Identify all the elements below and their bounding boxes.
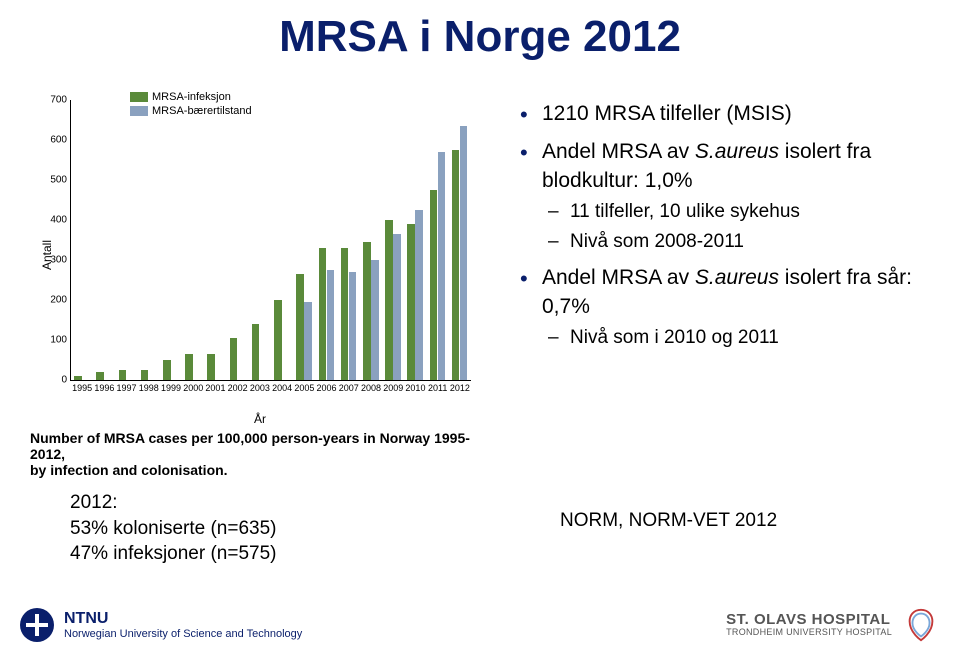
stolav-name: ST. OLAVS HOSPITAL bbox=[726, 612, 892, 629]
y-tick: 300 bbox=[37, 255, 71, 266]
chart-bar bbox=[185, 354, 193, 380]
x-tick: 1997 bbox=[117, 383, 137, 393]
ntnu-sub: Norwegian University of Science and Tech… bbox=[64, 628, 302, 640]
x-tick: 2012 bbox=[450, 383, 470, 393]
x-tick: 1995 bbox=[72, 383, 92, 393]
bullet-subitem: Nivå som 2008-2011 bbox=[542, 229, 940, 255]
bullet-item: 1210 MRSA tilfeller (MSIS) bbox=[520, 100, 940, 128]
left-note-l2: 53% koloniserte (n=635) bbox=[70, 516, 277, 542]
x-tick: 2005 bbox=[294, 383, 314, 393]
x-tick: 2011 bbox=[428, 383, 447, 393]
chart-bar bbox=[452, 150, 460, 380]
chart-bar bbox=[119, 370, 127, 380]
chart-bar bbox=[319, 248, 327, 380]
bullet-item: Andel MRSA av S.aureus isolert fra blodk… bbox=[520, 138, 940, 254]
y-tick: 400 bbox=[37, 215, 71, 226]
chart-bar bbox=[363, 242, 371, 380]
x-tick: 2010 bbox=[405, 383, 425, 393]
chart-bar bbox=[296, 274, 304, 380]
chart-bar bbox=[141, 370, 149, 380]
x-tick: 1998 bbox=[139, 383, 159, 393]
bullet-subitem: 11 tilfeller, 10 ulike sykehus bbox=[542, 199, 940, 225]
chart-bar bbox=[460, 126, 468, 380]
y-tick: 700 bbox=[37, 95, 71, 106]
chart-bar bbox=[385, 220, 393, 380]
bullet-item: Andel MRSA av S.aureus isolert fra sår: … bbox=[520, 264, 940, 350]
chart-bar bbox=[163, 360, 171, 380]
bullet-text: Andel MRSA av S.aureus isolert fra blodk… bbox=[542, 140, 871, 191]
x-tick: 1996 bbox=[94, 383, 114, 393]
chart-bar bbox=[349, 272, 357, 380]
x-tick: 2008 bbox=[361, 383, 381, 393]
stolav-icon bbox=[902, 606, 940, 644]
bullet-text: 1210 MRSA tilfeller (MSIS) bbox=[542, 102, 792, 125]
y-tick: 500 bbox=[37, 175, 71, 186]
chart-bar bbox=[96, 372, 104, 380]
chart-bar bbox=[415, 210, 423, 380]
ntnu-icon bbox=[20, 608, 54, 642]
ntnu-name: NTNU bbox=[64, 610, 302, 628]
reference-text: NORM, NORM-VET 2012 bbox=[560, 510, 777, 532]
ntnu-logo-block: NTNU Norwegian University of Science and… bbox=[20, 608, 302, 642]
bullet-text: Andel MRSA av S.aureus isolert fra sår: … bbox=[542, 266, 912, 317]
x-tick: 2000 bbox=[183, 383, 203, 393]
chart-bar bbox=[274, 300, 282, 380]
y-tick: 100 bbox=[37, 335, 71, 346]
bullet-subitem: Nivå som i 2010 og 2011 bbox=[542, 325, 940, 351]
chart-bar bbox=[430, 190, 438, 380]
chart-caption-line2: by infection and colonisation. bbox=[30, 462, 480, 478]
left-note-l3: 47% infeksjoner (n=575) bbox=[70, 541, 277, 567]
chart-bar bbox=[304, 302, 312, 380]
y-tick: 0 bbox=[37, 375, 71, 386]
x-tick: 2009 bbox=[383, 383, 403, 393]
bullet-list: 1210 MRSA tilfeller (MSIS) Andel MRSA av … bbox=[520, 100, 940, 361]
x-tick: 2006 bbox=[317, 383, 337, 393]
chart-caption: Number of MRSA cases per 100,000 person-… bbox=[30, 430, 480, 478]
left-note: 2012: 53% koloniserte (n=635) 47% infeks… bbox=[70, 490, 277, 567]
x-tick: 2002 bbox=[228, 383, 248, 393]
mrsa-chart: Antall MRSA-infeksjonMRSA-bærertilstand … bbox=[30, 90, 490, 420]
chart-bar bbox=[407, 224, 415, 380]
y-tick: 200 bbox=[37, 295, 71, 306]
chart-bar bbox=[371, 260, 379, 380]
chart-bar bbox=[393, 234, 401, 380]
x-tick: 2007 bbox=[339, 383, 359, 393]
chart-bar bbox=[207, 354, 215, 380]
x-tick: 1999 bbox=[161, 383, 181, 393]
chart-bar bbox=[230, 338, 238, 380]
slide-title: MRSA i Norge 2012 bbox=[279, 12, 681, 62]
x-tick: 2004 bbox=[272, 383, 292, 393]
chart-bar bbox=[438, 152, 446, 380]
y-tick: 600 bbox=[37, 135, 71, 146]
x-tick: 2003 bbox=[250, 383, 270, 393]
stolav-logo-block: ST. OLAVS HOSPITAL TRONDHEIM UNIVERSITY … bbox=[726, 606, 940, 644]
chart-plot-area: 0100200300400500600700199519961997199819… bbox=[70, 100, 471, 381]
chart-bar bbox=[341, 248, 349, 380]
x-tick: 2001 bbox=[205, 383, 225, 393]
footer: NTNU Norwegian University of Science and… bbox=[20, 606, 940, 644]
left-note-l1: 2012: bbox=[70, 490, 277, 516]
chart-bar bbox=[327, 270, 335, 380]
chart-caption-line1: Number of MRSA cases per 100,000 person-… bbox=[30, 430, 480, 462]
chart-bar bbox=[74, 376, 82, 380]
stolav-sub: TRONDHEIM UNIVERSITY HOSPITAL bbox=[726, 628, 892, 638]
chart-bar bbox=[252, 324, 260, 380]
chart-x-label: År bbox=[254, 412, 266, 426]
